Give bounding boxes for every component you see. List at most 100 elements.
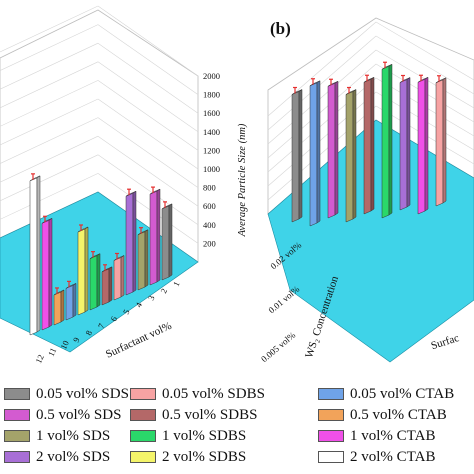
panel-b-label: (b) [270,19,291,38]
grid-line [0,135,99,183]
grid-line [0,117,99,164]
bar-front-face [417,78,426,215]
bar-front-face [53,291,62,326]
x-tick-label: 3 [146,294,157,302]
legend-item: 1 vol% CTAB [318,428,435,444]
bar-front-face [309,82,318,227]
legend-label: 0.5 vol% SDBS [162,406,258,423]
grid-line [267,77,377,173]
bar-front-face [65,285,74,321]
z-tick-label: 1600 [203,108,220,118]
legend-label: 1 vol% SDBS [162,427,247,444]
x-tick-label: 2 [158,287,169,295]
bar-side-face [370,76,375,212]
grid-line [0,61,99,109]
z-tick-label: 2000 [203,71,220,81]
grid-line [97,42,199,114]
legend-swatch [4,409,30,421]
bar-front-face [149,190,158,286]
z-tick-label: 1200 [203,145,220,155]
x-tick-label: 8 [83,329,94,337]
panel-a: 200 400 600 800 1000 1200 1400 1600 1800 2000 Ave… [0,5,248,365]
legend-label: 2 vol% SDBS [162,448,247,465]
legend-swatch [130,451,156,463]
panel-a-z-axis-label: Average Particle Size (nm) [237,123,248,237]
grid-line [97,117,199,188]
legend-swatch [318,409,344,421]
grid-line [0,154,99,202]
x-tick-label: 7 [96,322,107,330]
z-tick-label: 600 [203,201,216,211]
bar-side-face [84,226,89,313]
grid-line [375,35,474,95]
grid-line [97,154,199,226]
legend-item: 0.05 vol% SDS [4,386,129,402]
legend-label: 2 vol% SDS [36,448,111,465]
bar [29,173,41,336]
x-tick-label: 6 [108,315,119,323]
bar-front-face [399,79,408,211]
bar-side-face [352,89,357,220]
bar-front-face [101,268,110,306]
legend-swatch [4,451,30,463]
grid-line [97,173,199,244]
bar-front-face [291,91,300,223]
legend-swatch [318,451,344,463]
bar [125,188,137,296]
bar-side-face [298,89,303,220]
bar [291,86,303,223]
grid-line [97,80,199,151]
panel-b: 0.005 vol%0.01 vol%0.02 vol% WS₂ Concent… [259,17,474,364]
grid-line [97,5,199,77]
bar-front-face [161,205,170,281]
legend-swatch [130,430,156,442]
z-tick-label: 1400 [203,127,220,137]
bar-side-face [334,80,339,216]
bar-front-face [113,257,122,301]
bar [381,61,393,219]
z-tick-label: 800 [203,183,216,193]
legend-swatch [4,388,30,400]
grid-line [0,98,99,146]
bar-side-face [424,76,429,212]
legend-label: 2 vol% CTAB [350,448,436,465]
bar-side-face [108,266,113,303]
legend-swatch [130,388,156,400]
bar [41,215,53,331]
grid-line [97,24,199,95]
bar-side-face [406,77,411,208]
grid-line [0,80,99,127]
x-tick-label: 5 [121,308,132,316]
z-tick-label: 1000 [203,164,220,174]
bar-side-face [442,77,447,204]
bar-side-face [168,203,173,278]
grid-line [267,91,377,187]
legend-label: 1 vol% SDS [36,427,111,444]
grid-line [375,21,474,81]
legend-item: 0.05 vol% SDBS [130,386,265,402]
bar [53,287,65,326]
panel-b-x-axis-label: Surfac [430,332,461,352]
bar [161,201,173,281]
legend-swatch [318,430,344,442]
x-tick-label: 12 [33,353,46,365]
bar-side-face [120,255,125,298]
grid-line [267,105,377,201]
bar [399,74,411,211]
bar [149,186,161,286]
bar-side-face [144,229,149,288]
grid-line [97,135,199,207]
legend-item: 0.5 vol% CTAB [318,407,447,423]
legend-item: 2 vol% SDS [4,449,110,465]
x-tick-label: 10 [58,339,71,351]
grid-line [0,5,99,53]
bar-side-face [36,175,41,333]
bar [309,78,321,227]
bar-front-face [125,192,134,296]
grid-line [97,98,199,170]
panel-a-bars [29,173,173,336]
bar-front-face [29,177,38,336]
legend: 0.05 vol% SDS 0.05 vol% SDBS 0.05 vol% CTA… [0,378,474,474]
